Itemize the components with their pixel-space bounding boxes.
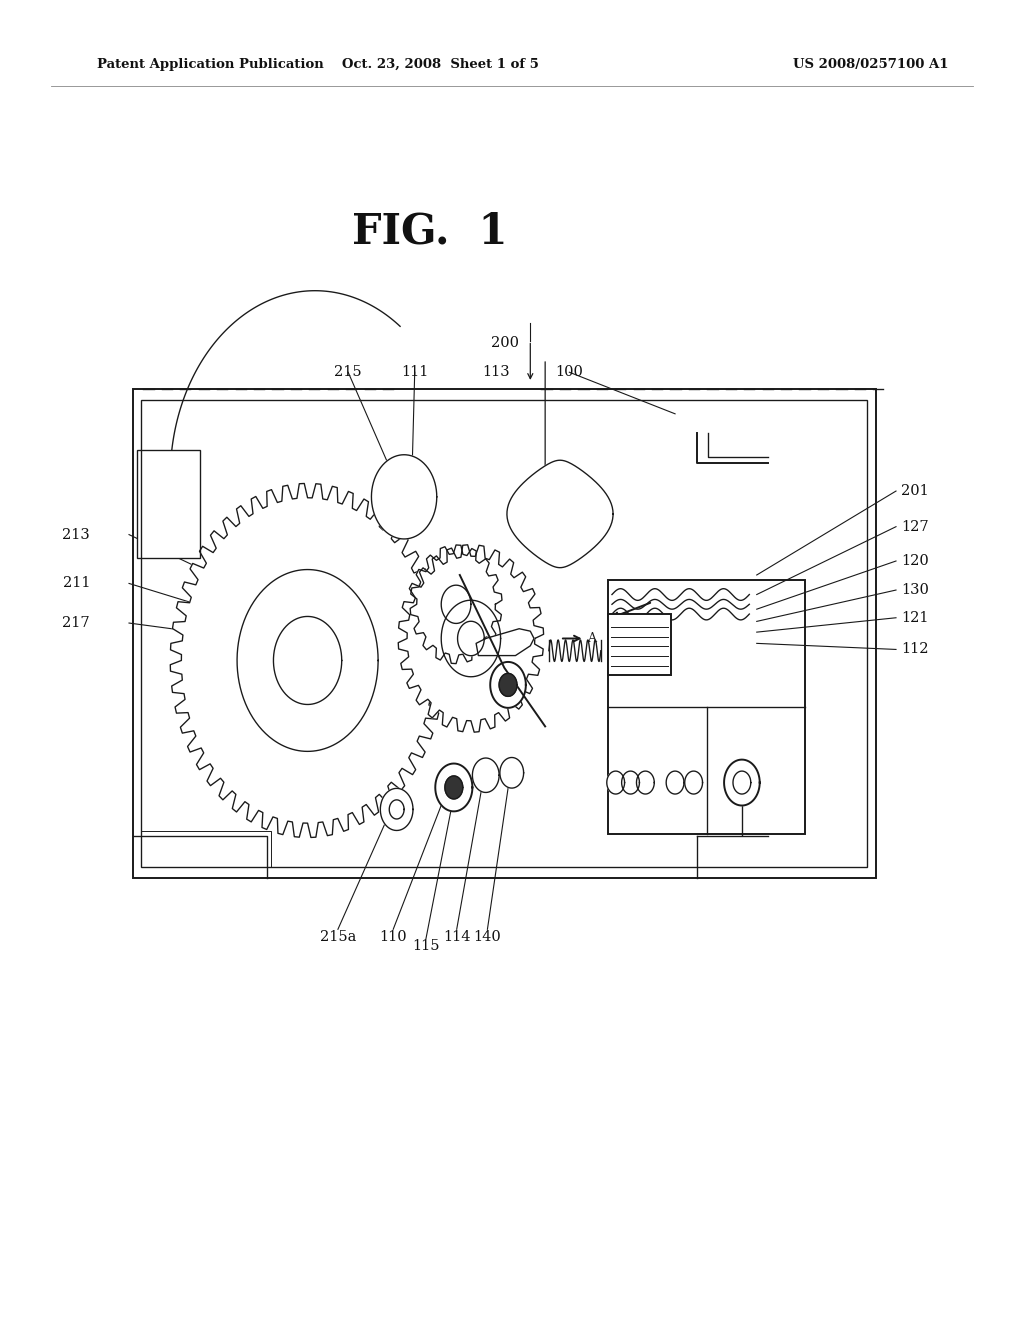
Text: 215: 215 (335, 366, 361, 379)
Bar (608, 579, 805, 834)
Polygon shape (398, 545, 544, 733)
Polygon shape (500, 758, 523, 788)
Text: FIG.  1: FIG. 1 (352, 210, 508, 252)
Text: 121: 121 (901, 611, 929, 624)
Polygon shape (476, 628, 535, 656)
Polygon shape (499, 673, 517, 697)
Polygon shape (490, 661, 526, 708)
Text: 217: 217 (62, 616, 90, 630)
Text: 213: 213 (62, 528, 90, 541)
Text: 215a: 215a (319, 931, 356, 944)
Polygon shape (685, 771, 702, 795)
Polygon shape (507, 461, 613, 568)
Bar (608, 614, 672, 675)
Polygon shape (724, 759, 760, 805)
Bar (137, 450, 201, 558)
Text: 110: 110 (380, 931, 407, 944)
Polygon shape (472, 758, 499, 792)
Polygon shape (441, 585, 471, 623)
Text: 112: 112 (901, 643, 929, 656)
Text: 201: 201 (901, 484, 929, 498)
Text: 111: 111 (401, 366, 428, 379)
Text: 100: 100 (555, 366, 584, 379)
Polygon shape (667, 771, 684, 795)
Text: 211: 211 (62, 577, 90, 590)
Polygon shape (622, 771, 639, 795)
Polygon shape (441, 601, 501, 677)
Text: Oct. 23, 2008  Sheet 1 of 5: Oct. 23, 2008 Sheet 1 of 5 (342, 58, 539, 71)
Text: 114: 114 (443, 931, 470, 944)
Text: 127: 127 (901, 520, 929, 533)
Polygon shape (380, 788, 413, 830)
Polygon shape (170, 483, 444, 837)
Text: 113: 113 (482, 366, 509, 379)
Polygon shape (733, 771, 751, 795)
Polygon shape (435, 763, 472, 812)
Text: 200: 200 (490, 337, 519, 350)
Polygon shape (637, 771, 654, 795)
Polygon shape (411, 545, 502, 664)
Text: Patent Application Publication: Patent Application Publication (97, 58, 324, 71)
Polygon shape (607, 771, 625, 795)
Polygon shape (458, 622, 484, 656)
Text: 130: 130 (901, 583, 929, 597)
Text: US 2008/0257100 A1: US 2008/0257100 A1 (793, 58, 948, 71)
Bar (141, 400, 867, 867)
Polygon shape (273, 616, 342, 705)
Polygon shape (238, 569, 378, 751)
Bar (133, 389, 876, 878)
Text: 115: 115 (413, 940, 439, 953)
Text: 140: 140 (473, 931, 502, 944)
Polygon shape (445, 776, 463, 799)
Polygon shape (389, 800, 404, 818)
Text: A: A (588, 632, 596, 645)
Polygon shape (372, 455, 437, 539)
Text: 120: 120 (901, 554, 929, 568)
